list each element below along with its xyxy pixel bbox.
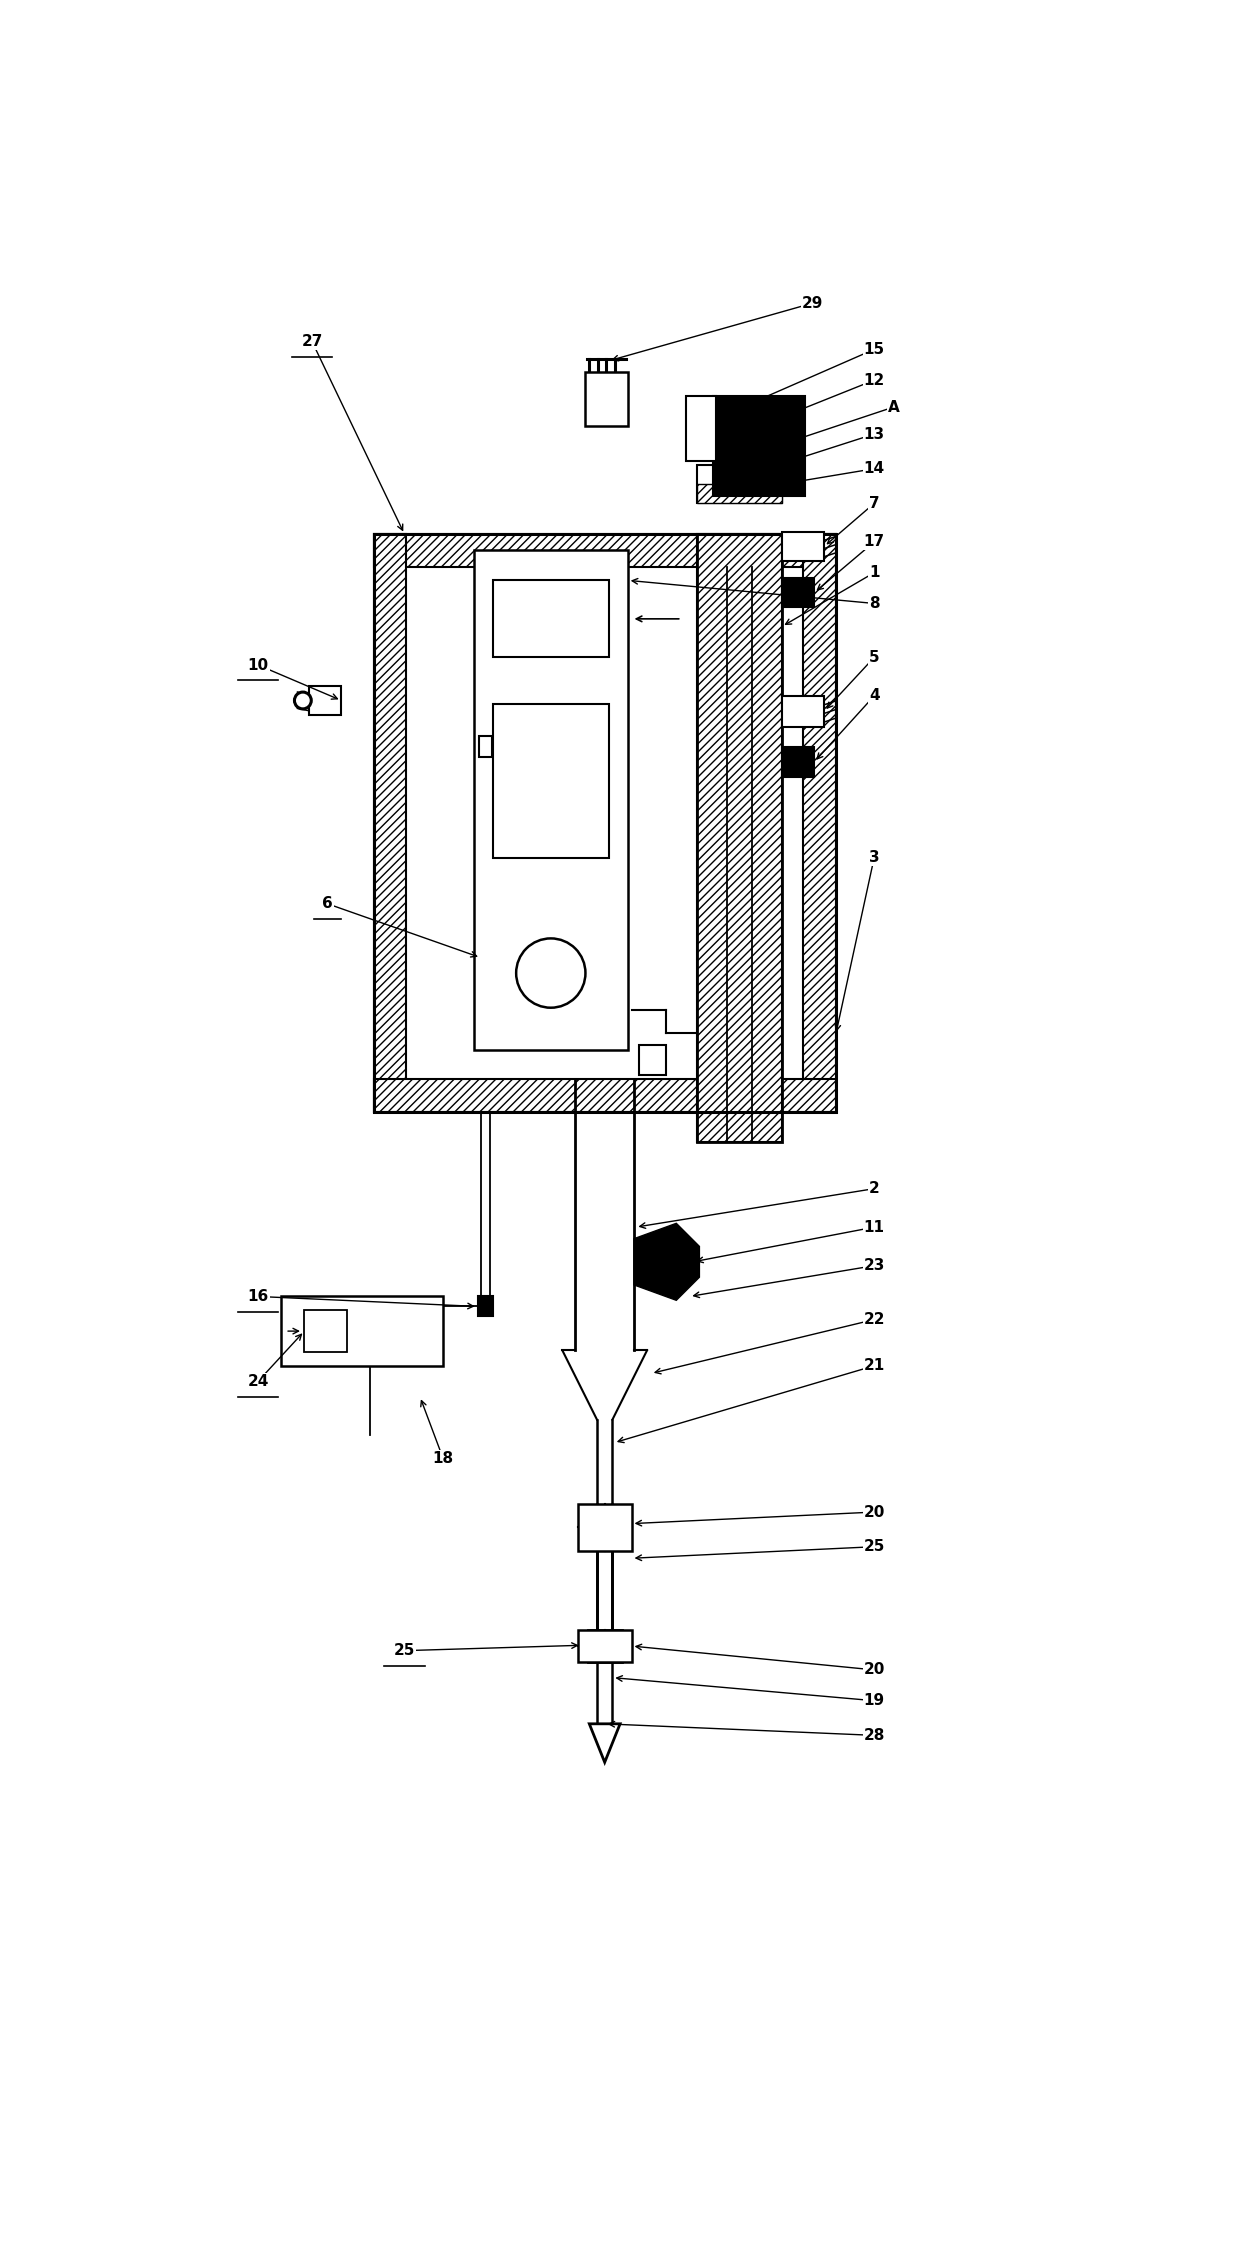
Text: 20: 20 (863, 1503, 885, 1519)
Bar (585, 373, 627, 426)
Text: 25: 25 (863, 1539, 885, 1555)
Bar (640, 1046, 666, 1075)
Circle shape (294, 691, 312, 709)
Text: 25: 25 (394, 1643, 415, 1658)
Text: 23: 23 (863, 1259, 885, 1272)
Bar (309, 687, 341, 716)
Bar (479, 736, 491, 758)
Text: 10: 10 (248, 657, 269, 673)
Bar (697, 465, 781, 503)
Polygon shape (589, 1723, 620, 1762)
Text: 21: 21 (863, 1358, 885, 1373)
Text: 20: 20 (863, 1663, 885, 1679)
Bar (477, 1297, 494, 1315)
Bar (373, 534, 405, 1111)
Text: 18: 18 (433, 1450, 454, 1465)
Bar (697, 534, 781, 1142)
Text: 16: 16 (248, 1288, 269, 1304)
Text: 15: 15 (863, 341, 885, 357)
Text: 8: 8 (869, 597, 879, 610)
Bar (781, 696, 825, 727)
Text: 6: 6 (322, 895, 332, 911)
Bar (578, 1503, 631, 1551)
Polygon shape (634, 1223, 699, 1299)
Text: 2: 2 (869, 1180, 879, 1196)
Text: 29: 29 (802, 296, 823, 310)
Bar (804, 534, 836, 1111)
Bar (578, 1629, 631, 1663)
Text: 5: 5 (869, 651, 879, 664)
Bar (494, 581, 609, 657)
Text: 27: 27 (301, 334, 322, 350)
Text: 19: 19 (863, 1694, 885, 1708)
Text: 24: 24 (248, 1373, 269, 1389)
Text: 12: 12 (863, 373, 885, 388)
Bar (697, 534, 781, 1142)
Bar (686, 395, 717, 460)
Bar (281, 1297, 443, 1367)
Text: 13: 13 (863, 426, 885, 442)
Text: 28: 28 (863, 1728, 885, 1744)
Text: A: A (888, 399, 899, 415)
Text: 14: 14 (863, 462, 885, 476)
Bar (373, 534, 836, 565)
Text: 7: 7 (869, 496, 879, 512)
Bar (781, 532, 825, 561)
Bar (373, 534, 836, 1111)
Text: 22: 22 (863, 1313, 885, 1326)
Text: 11: 11 (864, 1221, 884, 1234)
Bar (781, 747, 815, 776)
Text: 3: 3 (869, 850, 879, 864)
Bar (474, 550, 627, 1050)
Bar (373, 1079, 836, 1111)
Circle shape (296, 693, 309, 707)
Text: 1: 1 (869, 565, 879, 581)
Bar (781, 579, 815, 608)
Bar (713, 395, 805, 496)
Bar (697, 485, 781, 503)
Bar (304, 1310, 347, 1351)
Bar (494, 705, 609, 857)
Text: 4: 4 (869, 689, 879, 702)
Text: 17: 17 (863, 534, 885, 550)
